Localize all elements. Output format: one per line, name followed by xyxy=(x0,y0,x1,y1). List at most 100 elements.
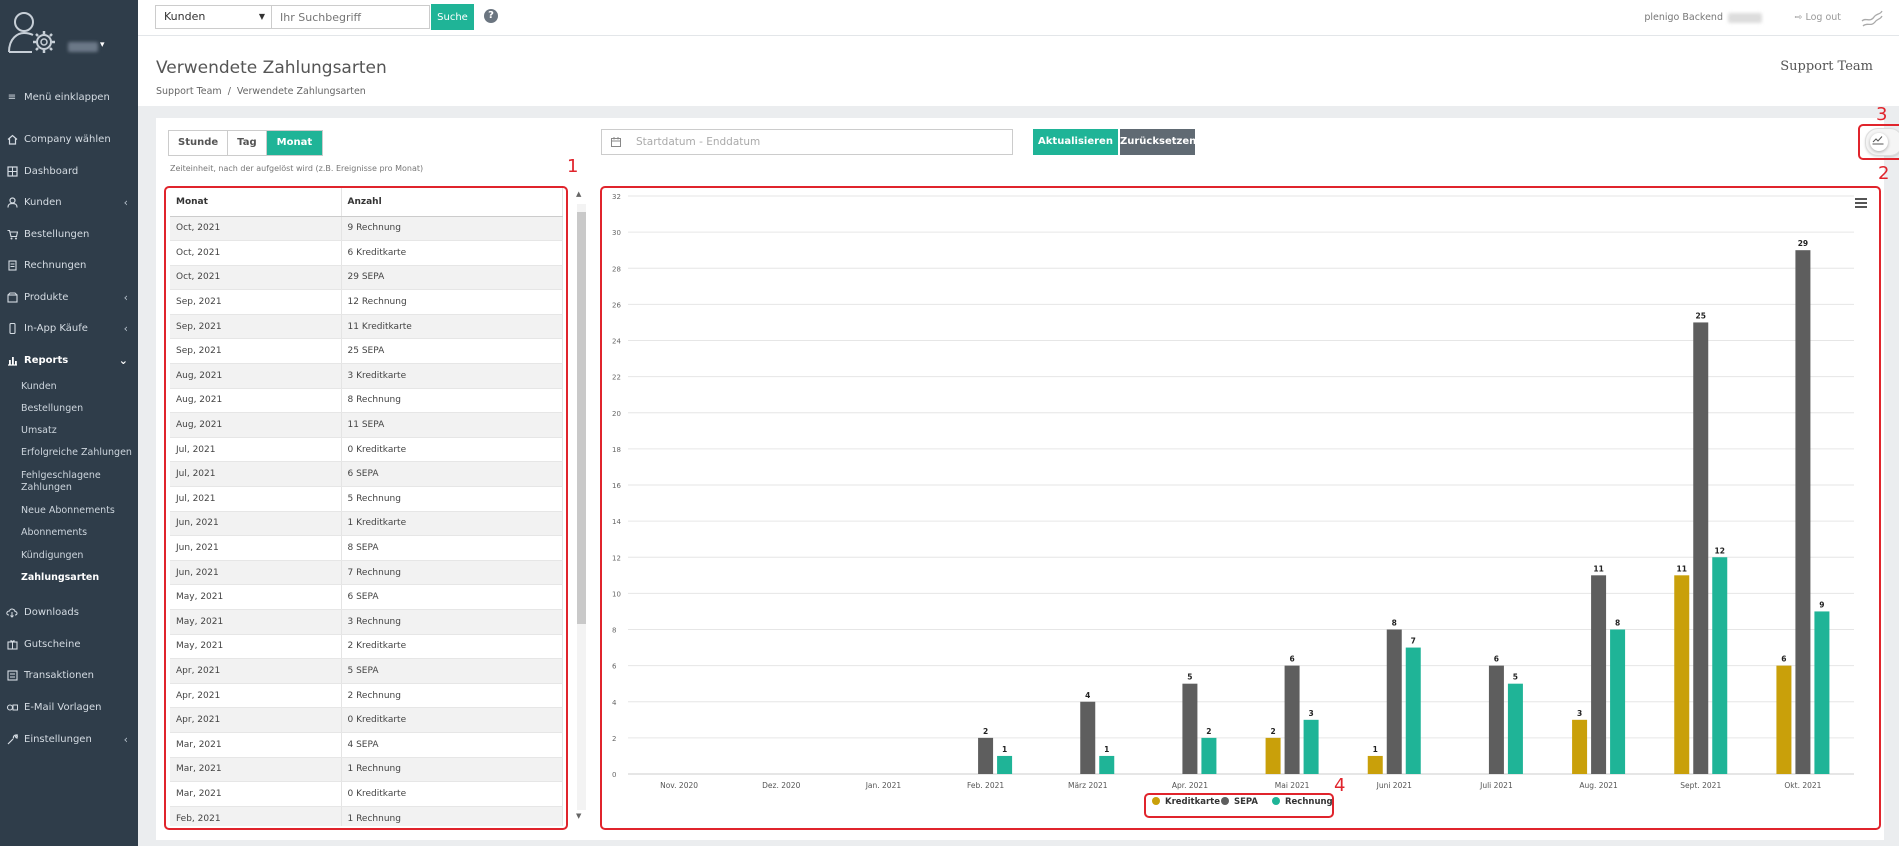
breadcrumb-item[interactable]: Support Team xyxy=(156,86,222,97)
sidebar-item-kunden[interactable]: Kunden ‹ xyxy=(0,191,138,213)
column-header-anzahl[interactable]: Anzahl xyxy=(341,188,563,217)
cell-monat: Jul, 2021 xyxy=(170,437,342,463)
reports-sub-kunden[interactable]: Kunden xyxy=(21,381,57,392)
annotation-box-chart xyxy=(600,186,1881,830)
bar-rechnung xyxy=(1814,611,1830,774)
reports-sub-zahlungsarten[interactable]: Zahlungsarten xyxy=(21,572,100,583)
time-unit-tag[interactable]: Tag xyxy=(228,131,267,155)
breadcrumb-item: Verwendete Zahlungsarten xyxy=(236,86,366,97)
bar-sepa xyxy=(1488,665,1504,774)
cell-monat: Oct, 2021 xyxy=(170,265,342,291)
update-button[interactable]: Aktualisieren → xyxy=(1033,129,1118,173)
search-input[interactable] xyxy=(272,5,430,29)
chevron-left-icon: ‹ xyxy=(123,290,128,304)
column-header-monat[interactable]: Monat xyxy=(170,188,342,217)
bar-sepa xyxy=(1795,250,1811,774)
x-tick-label: Jan. 2021 xyxy=(865,781,902,790)
bar-chart-icon xyxy=(6,354,18,366)
data-label: 7 xyxy=(1411,637,1416,646)
menu-icon: ≡ xyxy=(7,91,17,103)
bar-rechnung xyxy=(1507,683,1523,774)
caret-down-icon[interactable]: ▾ xyxy=(100,40,105,50)
scroll-up-icon[interactable]: ▲ xyxy=(576,190,582,198)
sidebar-item-bestellungen[interactable]: Bestellungen xyxy=(0,223,138,245)
sidebar-collapse-label: Menü einklappen xyxy=(24,91,110,103)
reports-sub-umsatz[interactable]: Umsatz xyxy=(21,425,57,436)
chart-toggle-switch[interactable] xyxy=(1865,128,1899,156)
sidebar-item-gutscheine[interactable]: Gutscheine xyxy=(0,633,138,655)
cell-anzahl: 1 Rechnung xyxy=(341,757,563,783)
date-range-input[interactable]: Startdatum - Enddatum xyxy=(601,129,1013,155)
annotation-box-table xyxy=(164,186,568,830)
logout-link[interactable]: ⇨ Log out xyxy=(1794,12,1841,23)
reports-sub-abonnements[interactable]: Abonnements xyxy=(21,527,88,538)
cell-monat: Sep, 2021 xyxy=(170,338,342,365)
sidebar-item-company[interactable]: Company wählen xyxy=(0,128,138,150)
search-category-value: Kunden xyxy=(164,10,206,23)
x-tick-label: März 2021 xyxy=(1068,781,1108,790)
bar-sepa xyxy=(1080,701,1096,774)
cell-anzahl: 6 SEPA xyxy=(341,584,563,610)
reports-sub-bestellungen[interactable]: Bestellungen xyxy=(21,403,84,414)
time-unit-stunde[interactable]: Stunde xyxy=(169,131,229,155)
user-settings-icon[interactable] xyxy=(6,8,58,56)
cell-anzahl: 3 Kreditkarte xyxy=(341,363,563,389)
sidebar-item-rechnungen[interactable]: Rechnungen xyxy=(0,254,138,276)
sidebar-collapse[interactable]: ≡ Menü einklappen xyxy=(0,86,138,108)
y-tick-label: 30 xyxy=(612,229,621,237)
sidebar-item-downloads[interactable]: Downloads xyxy=(0,601,138,623)
toggle-knob xyxy=(1870,133,1888,151)
sidebar-item-label: Dashboard xyxy=(24,165,79,177)
chart-menu-icon[interactable] xyxy=(1855,198,1867,209)
data-label: 1 xyxy=(1373,745,1378,754)
time-unit-hint: Zeiteinheit, nach der aufgelöst wird (z.… xyxy=(170,164,424,173)
table-body: Oct, 2021 9 Rechnung Oct, 2021 6 Kreditkart… xyxy=(170,216,563,826)
x-tick-label: Dez. 2020 xyxy=(762,781,800,790)
search-button[interactable]: Suche xyxy=(431,4,474,30)
annotation-label-2: 2 xyxy=(1878,163,1890,184)
user-area[interactable]: ▾ xyxy=(0,0,138,62)
data-label: 3 xyxy=(1308,709,1313,718)
bar-kreditkarte xyxy=(1367,755,1383,774)
cell-monat: Jul, 2021 xyxy=(170,461,342,488)
y-tick-label: 32 xyxy=(612,193,621,201)
x-tick-label: Aug. 2021 xyxy=(1579,781,1618,790)
data-label: 8 xyxy=(1392,619,1397,628)
backend-label: plenigo Backend xyxy=(1644,12,1723,23)
table-scrollbar[interactable]: ▲ ▼ xyxy=(574,190,588,824)
sidebar-item-label: Reports xyxy=(24,354,69,366)
scrollbar-thumb[interactable] xyxy=(577,212,586,624)
reset-button[interactable]: Zurücksetzen xyxy=(1120,129,1196,155)
sidebar-item-email-vorlagen[interactable]: E-Mail Vorlagen xyxy=(0,696,138,718)
sidebar-item-label: Gutscheine xyxy=(24,638,81,650)
sidebar-item-label: Einstellungen xyxy=(24,733,92,745)
reports-sub-kuendigungen[interactable]: Kündigungen xyxy=(21,550,84,561)
time-unit-monat[interactable]: Monat xyxy=(266,131,323,155)
y-tick-label: 14 xyxy=(612,518,621,526)
bar-kreditkarte xyxy=(1572,719,1588,774)
sidebar-item-einstellungen[interactable]: Einstellungen ‹ xyxy=(0,728,138,750)
sidebar-item-transaktionen[interactable]: Transaktionen xyxy=(0,664,138,686)
help-icon[interactable]: ? xyxy=(484,9,498,23)
bar-rechnung xyxy=(1303,719,1319,774)
reports-sub-fehlgeschlagene-zahlungen[interactable]: Fehlgeschlagene Zahlungen xyxy=(21,470,101,493)
table-row: Oct, 2021 6 Kreditkarte xyxy=(170,240,563,266)
data-label: 29 xyxy=(1798,239,1808,248)
cell-monat: Apr, 2021 xyxy=(170,683,342,709)
sidebar-item-label: Rechnungen xyxy=(24,259,87,271)
bar-kreditkarte xyxy=(1674,575,1690,774)
reports-sub-neue-abonnements[interactable]: Neue Abonnements xyxy=(21,505,115,516)
cell-anzahl: 12 Rechnung xyxy=(341,289,563,315)
cell-monat: Oct, 2021 xyxy=(170,240,342,266)
sidebar-item-produkte[interactable]: Produkte ‹ xyxy=(0,286,138,308)
reports-sub-erfolgreiche-zahlungen[interactable]: Erfolgreiche Zahlungen xyxy=(21,447,132,458)
cell-anzahl: 11 Kreditkarte xyxy=(341,314,563,340)
search-category-select[interactable]: Kunden ▼ xyxy=(155,5,272,29)
sidebar-item-in-app[interactable]: In-App Käufe ‹ xyxy=(0,317,138,339)
sidebar-item-dashboard[interactable]: Dashboard xyxy=(0,160,138,182)
data-label: 9 xyxy=(1819,600,1824,609)
sidebar-item-reports[interactable]: Reports ⌄ xyxy=(0,349,138,371)
cell-monat: Aug, 2021 xyxy=(170,412,342,438)
bar-rechnung xyxy=(997,755,1013,774)
scroll-down-icon[interactable]: ▼ xyxy=(576,812,582,820)
